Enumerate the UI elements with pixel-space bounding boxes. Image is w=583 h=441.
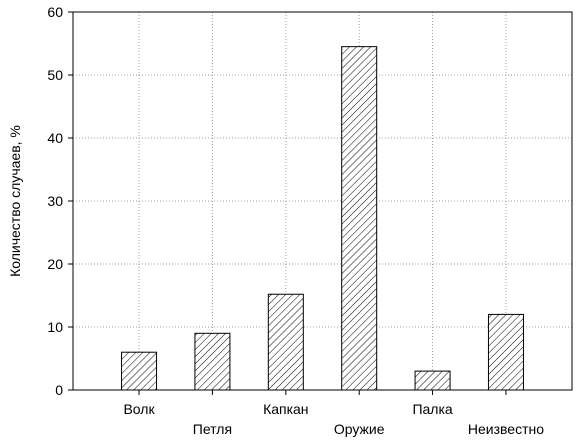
y-tick-label: 30 [47, 193, 63, 209]
y-tick-label: 20 [47, 256, 63, 272]
bars [121, 46, 524, 391]
y-tick-label: 10 [47, 319, 63, 335]
x-category-label: Волк [123, 401, 155, 417]
bar-4 [414, 370, 451, 391]
bar-5 [487, 313, 524, 391]
x-axis-categories: Волк Петля Капкан Оружие Палка Неизвестно [123, 390, 544, 437]
x-category-label: Петля [193, 421, 232, 437]
x-category-label: Оружие [334, 421, 385, 437]
x-category-label: Палка [412, 401, 452, 417]
x-category-label: Неизвестно [468, 421, 544, 437]
y-axis-label: Количество случаев, % [7, 125, 23, 277]
bar-3 [341, 46, 378, 391]
bar-1 [194, 332, 231, 391]
y-tick-label: 50 [47, 67, 63, 83]
y-tick-label: 60 [47, 4, 63, 20]
x-category-label: Капкан [263, 401, 308, 417]
bar-2 [267, 293, 304, 391]
bar-0 [121, 351, 158, 391]
y-tick-label: 0 [55, 382, 63, 398]
y-tick-label: 40 [47, 130, 63, 146]
y-axis-ticks: 0 10 20 30 40 50 60 [47, 4, 73, 398]
